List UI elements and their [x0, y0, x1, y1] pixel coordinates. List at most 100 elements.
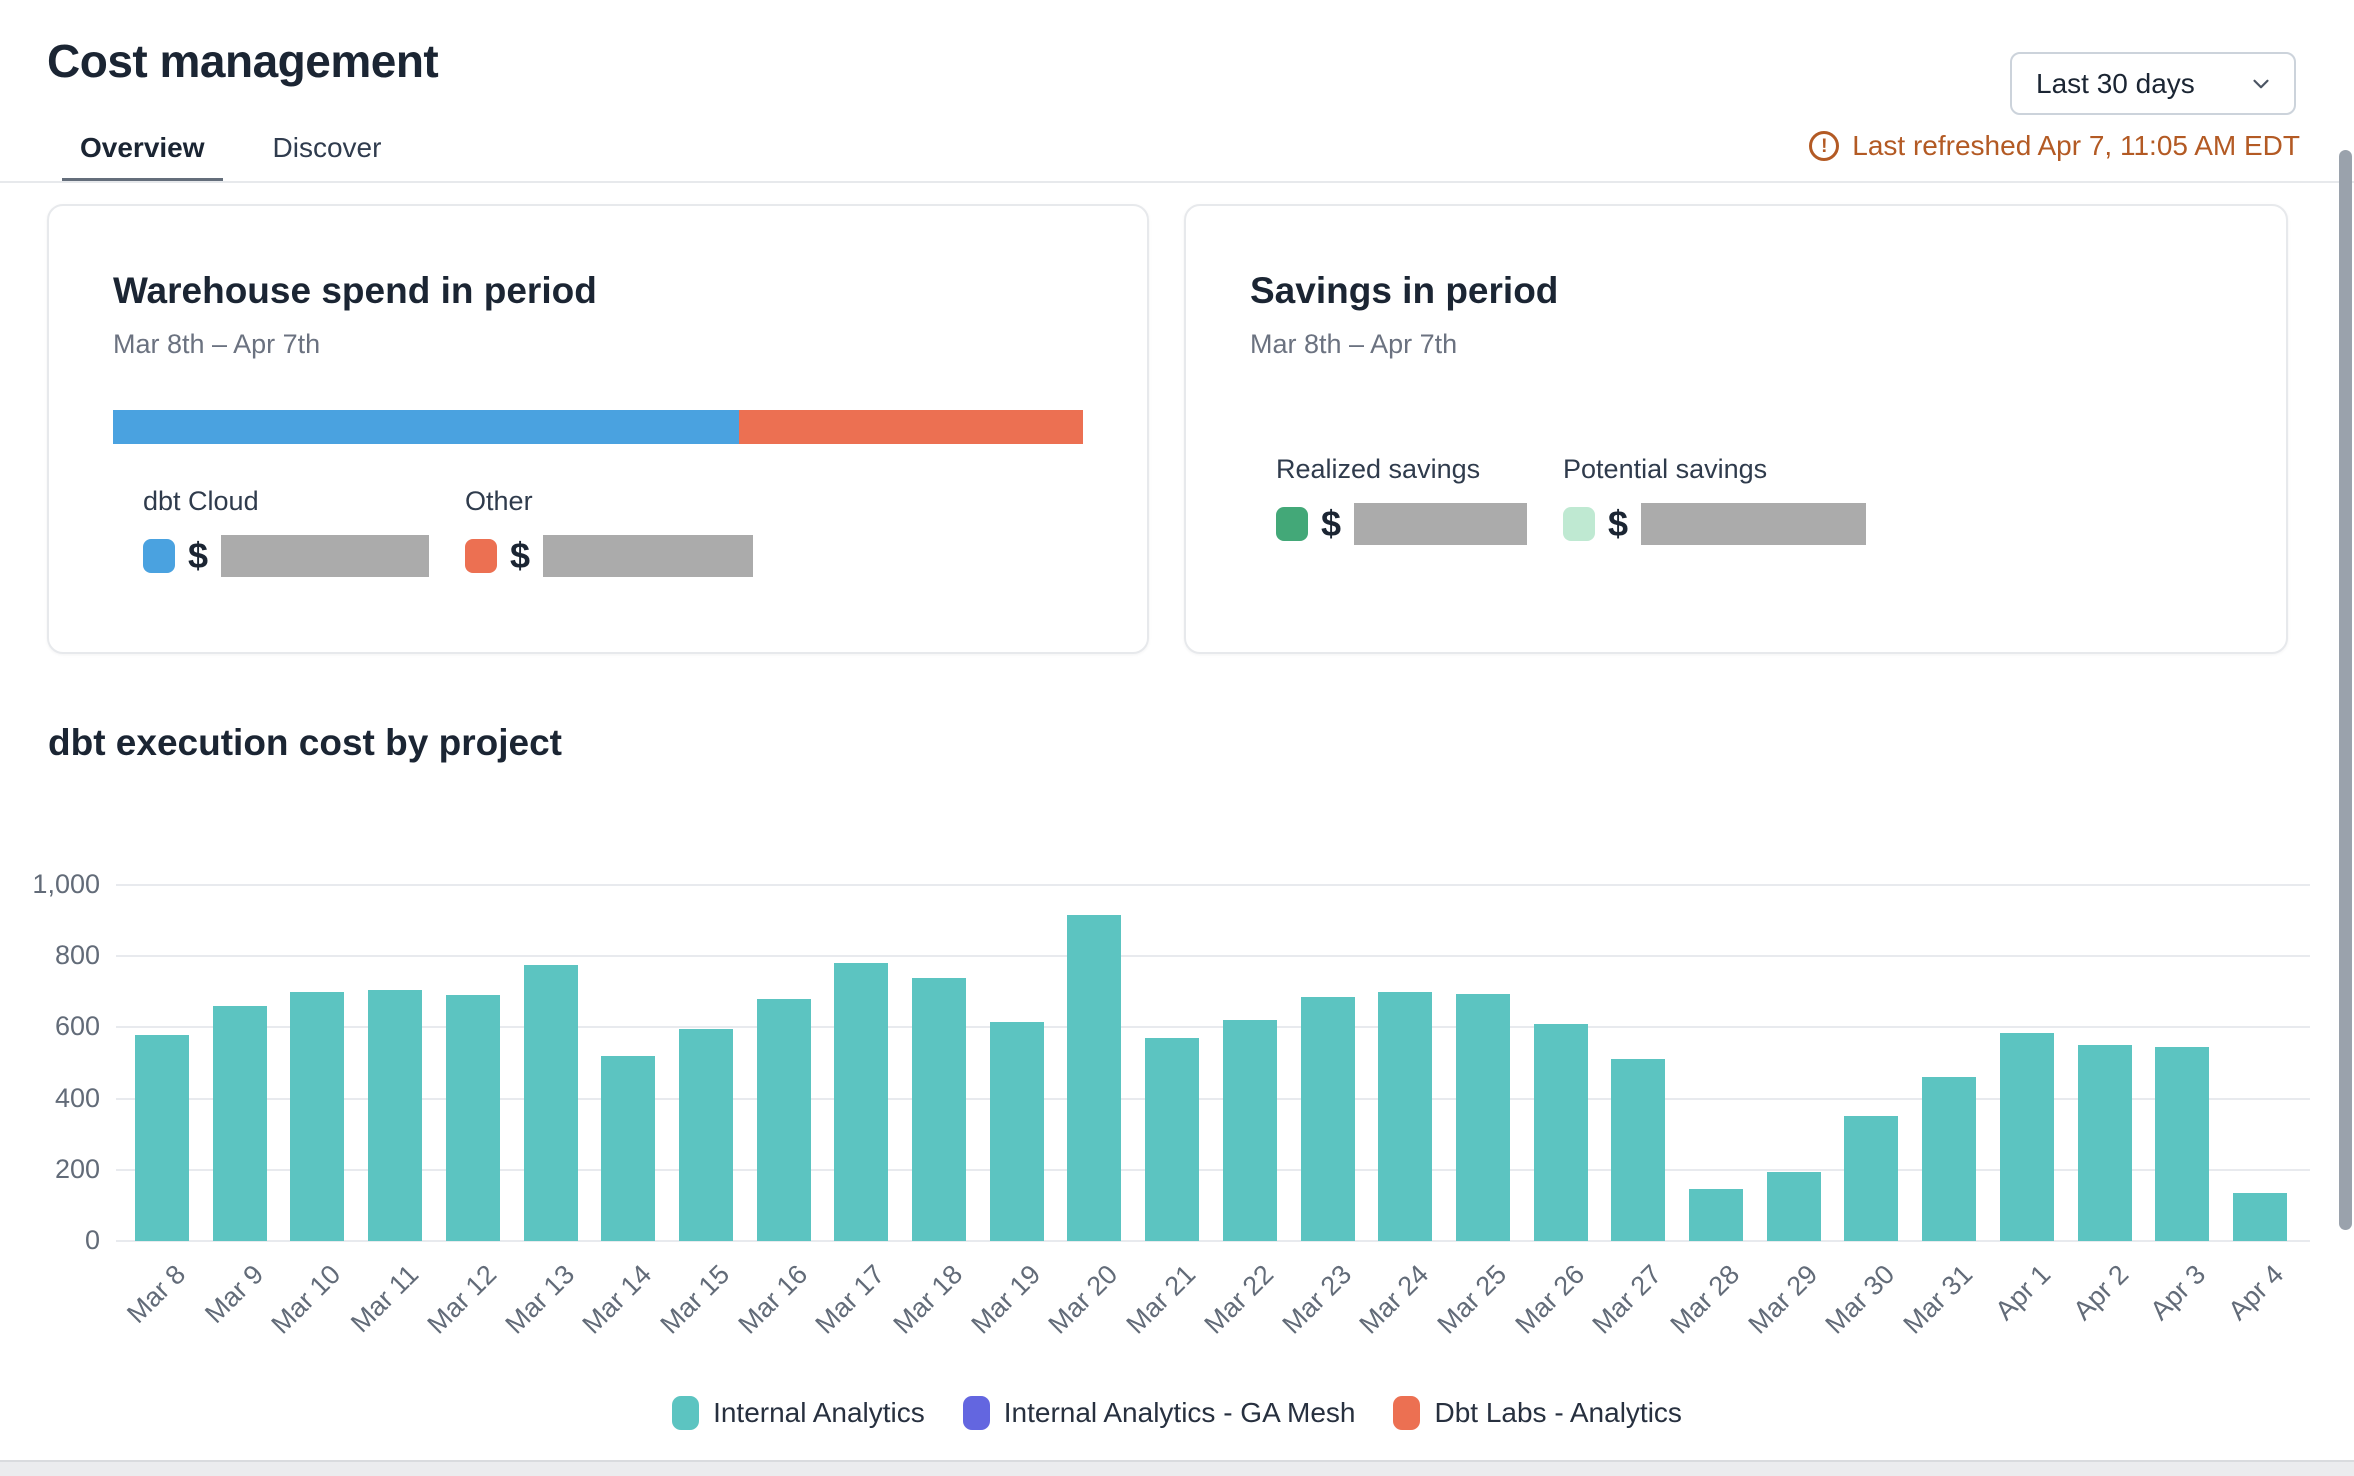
- legend-label: Internal Analytics: [713, 1397, 925, 1428]
- y-axis-tick-label: 0: [84, 1225, 100, 1255]
- savings-title: Savings in period: [1250, 270, 1559, 311]
- chart-bar[interactable]: [212, 1006, 267, 1241]
- chart-bar[interactable]: [912, 977, 966, 1241]
- x-axis-tick-label: Apr 3: [2144, 1259, 2212, 1326]
- realized-savings-swatch: [1276, 507, 1308, 541]
- warning-icon: !: [1809, 131, 1840, 161]
- legend-swatch: [962, 1396, 990, 1430]
- x-axis-tick-label: Mar 24: [1353, 1259, 1435, 1340]
- x-axis-tick-label: Mar 20: [1042, 1259, 1124, 1340]
- chart-bar[interactable]: [445, 995, 500, 1241]
- savings-card: Savings in period Mar 8th – Apr 7th Real…: [1184, 204, 2288, 654]
- chart-legend-item[interactable]: Internal Analytics: [672, 1396, 925, 1430]
- warehouse-spend-legend: dbt Cloud $ Other $: [143, 486, 1083, 577]
- x-axis-tick-label: Mar 9: [198, 1259, 269, 1330]
- gridline: [116, 1026, 2310, 1029]
- chart-bar[interactable]: [523, 965, 578, 1241]
- legend-label: dbt Cloud: [143, 486, 259, 516]
- legend-item: dbt Cloud $: [143, 486, 430, 577]
- chart-bar[interactable]: [1222, 1020, 1277, 1241]
- chart-bar[interactable]: [1300, 997, 1355, 1241]
- x-axis-tick-label: Apr 4: [2222, 1259, 2290, 1326]
- legend-item: Realized savings $: [1276, 454, 1528, 545]
- x-axis-tick-label: Mar 30: [1819, 1259, 1901, 1340]
- chart-bar[interactable]: [1689, 1189, 1743, 1241]
- savings-subtitle: Mar 8th – Apr 7th: [1250, 329, 1458, 359]
- x-axis-tick-label: Mar 21: [1120, 1259, 1202, 1340]
- x-axis-tick-label: Mar 31: [1897, 1259, 1979, 1340]
- chart-legend-item[interactable]: Internal Analytics - GA Mesh: [962, 1396, 1355, 1430]
- tab-separator: [0, 181, 2354, 183]
- x-axis-tick-label: Mar 23: [1276, 1259, 1357, 1340]
- redacted-value: [1641, 503, 1867, 545]
- horizontal-scrollbar[interactable]: [0, 1460, 2354, 1476]
- legend-swatch: [672, 1396, 700, 1430]
- x-axis-tick-label: Mar 14: [576, 1259, 658, 1340]
- x-axis-tick-label: Mar 15: [654, 1259, 736, 1340]
- x-axis-tick-label: Apr 2: [2066, 1259, 2134, 1326]
- warehouse-spend-title: Warehouse spend in period: [113, 270, 597, 311]
- chart-bar[interactable]: [1611, 1059, 1666, 1241]
- chart-bar[interactable]: [2155, 1046, 2210, 1241]
- y-axis-tick-label: 1,000: [32, 869, 100, 899]
- legend-label: Potential savings: [1563, 454, 1768, 484]
- chart-bar[interactable]: [1067, 915, 1122, 1241]
- tab-bar: Overview Discover: [62, 132, 381, 183]
- legend-item: Other $: [465, 486, 754, 577]
- chart-bar[interactable]: [678, 1029, 733, 1241]
- currency-prefix: $: [510, 535, 531, 576]
- chart-bar[interactable]: [1844, 1116, 1899, 1241]
- legend-label: Other: [465, 486, 533, 516]
- chart-bar[interactable]: [1533, 1023, 1588, 1241]
- chart-bar[interactable]: [834, 963, 889, 1241]
- chart-bar[interactable]: [756, 998, 811, 1241]
- chart-bar[interactable]: [601, 1055, 656, 1241]
- currency-prefix: $: [1321, 503, 1342, 544]
- chart-legend: Internal Analytics Internal Analytics - G…: [0, 1396, 2354, 1430]
- vertical-scrollbar-thumb[interactable]: [2339, 150, 2352, 1230]
- y-axis-tick-label: 600: [54, 1011, 100, 1042]
- legend-item: Potential savings $: [1563, 454, 1867, 545]
- x-axis-tick-label: Mar 22: [1198, 1259, 1280, 1340]
- tab-overview[interactable]: Overview: [62, 132, 223, 183]
- dbt-cloud-swatch: [143, 539, 175, 573]
- chevron-down-icon: [2253, 79, 2269, 88]
- x-axis-tick-label: Apr 1: [1989, 1259, 2057, 1326]
- x-axis-tick-label: Mar 28: [1664, 1259, 1746, 1340]
- legend-label: Realized savings: [1276, 454, 1481, 484]
- currency-prefix: $: [188, 535, 209, 576]
- x-axis-tick-label: Mar 13: [499, 1259, 580, 1340]
- x-axis-tick-label: Mar 16: [732, 1259, 813, 1340]
- chart-bar[interactable]: [1145, 1038, 1200, 1241]
- y-axis-tick-label: 200: [54, 1153, 100, 1184]
- x-axis-tick-label: Mar 10: [265, 1259, 347, 1340]
- chart-bar[interactable]: [2077, 1045, 2132, 1241]
- tab-discover[interactable]: Discover: [272, 132, 382, 163]
- last-refreshed: ! Last refreshed Apr 7, 11:05 AM EDT: [1809, 130, 2300, 162]
- chart-bar[interactable]: [1999, 1032, 2054, 1241]
- chart-bar[interactable]: [135, 1034, 189, 1241]
- x-axis-tick-label: Mar 19: [965, 1259, 1046, 1340]
- redacted-value: [1354, 503, 1528, 545]
- legend-label: Dbt Labs - Analytics: [1434, 1397, 1682, 1428]
- date-range-value: Last 30 days: [2036, 67, 2195, 99]
- gridline: [116, 884, 2310, 886]
- chart-legend-item[interactable]: Dbt Labs - Analytics: [1393, 1396, 1682, 1430]
- gridline: [116, 1097, 2310, 1100]
- page-title: Cost management: [47, 35, 439, 87]
- chart-bar[interactable]: [989, 1022, 1044, 1241]
- chart-bar[interactable]: [1922, 1077, 1977, 1241]
- x-axis-tick-label: Mar 26: [1509, 1259, 1590, 1340]
- chart-bar[interactable]: [290, 991, 345, 1241]
- other-swatch: [465, 539, 498, 573]
- date-range-select[interactable]: Last 30 days: [2010, 52, 2296, 115]
- savings-legend: Realized savings $ Potential savings $: [1276, 454, 2222, 545]
- gridline: [116, 955, 2310, 958]
- chart-bar[interactable]: [1455, 993, 1510, 1241]
- chart-bar[interactable]: [1766, 1171, 1821, 1241]
- gridline: [116, 1168, 2310, 1171]
- chart-bar[interactable]: [1378, 991, 1433, 1241]
- chart-bar[interactable]: [2232, 1192, 2287, 1241]
- x-axis-tick-label: Mar 18: [887, 1259, 969, 1340]
- chart-bar[interactable]: [368, 990, 423, 1241]
